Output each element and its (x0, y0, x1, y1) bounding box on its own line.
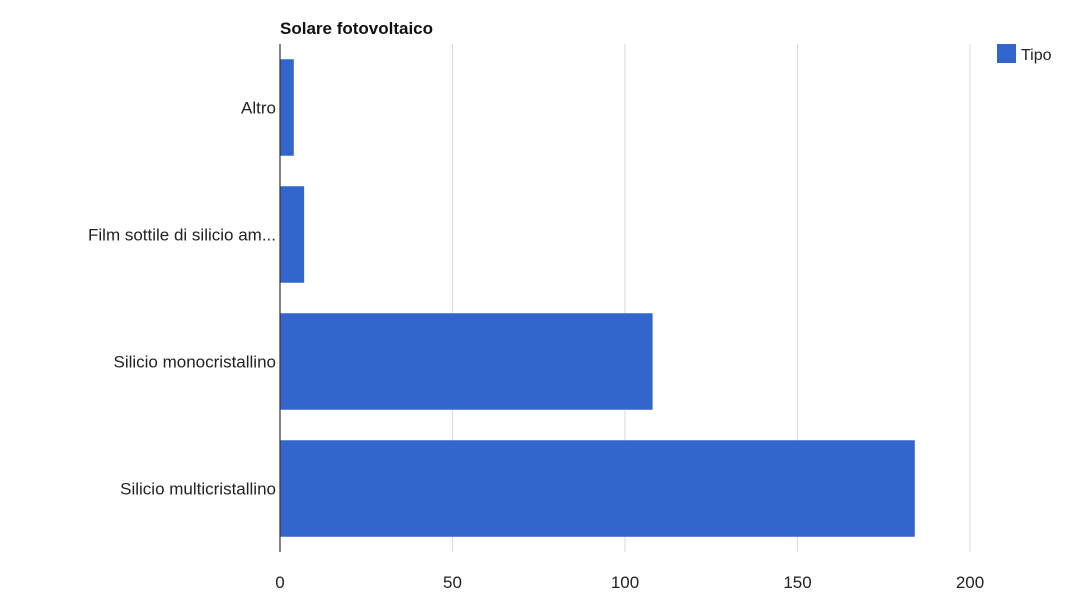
bar[interactable] (280, 440, 915, 537)
x-tick-labels: 0 50 100 150 200 (275, 573, 984, 592)
x-tick-label: 150 (783, 573, 811, 592)
category-label: Altro (241, 99, 276, 118)
legend-swatch (997, 44, 1016, 63)
legend-label: Tipo (1021, 47, 1052, 64)
bar[interactable] (280, 59, 294, 156)
category-label: Silicio monocristallino (113, 353, 276, 372)
bar[interactable] (280, 186, 305, 283)
category-label: Film sottile di silicio am... (88, 226, 276, 245)
x-tick-label: 200 (956, 573, 984, 592)
bar[interactable] (280, 313, 653, 410)
x-tick-label: 100 (611, 573, 639, 592)
category-labels: Altro Film sottile di silicio am... Silici… (88, 99, 276, 499)
bars (280, 59, 915, 537)
chart-title: Solare fotovoltaico (280, 19, 433, 38)
category-label: Silicio multicristallino (120, 480, 276, 499)
x-tick-label: 50 (443, 573, 462, 592)
legend: Tipo (997, 44, 1052, 64)
x-tick-label: 0 (275, 573, 284, 592)
